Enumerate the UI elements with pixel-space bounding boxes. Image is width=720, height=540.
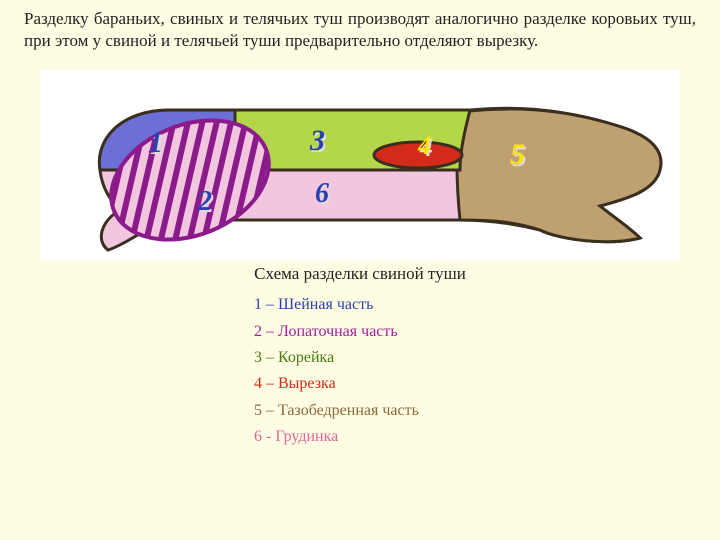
diagram-label: 1 bbox=[148, 126, 163, 159]
diagram-label: 5 bbox=[510, 138, 525, 171]
pig-svg: 112233445566 bbox=[40, 70, 680, 260]
diagram-label: 4 bbox=[417, 131, 431, 160]
legend-item: 1 – Шейная часть bbox=[254, 292, 696, 318]
legend-item: 5 – Тазобедренная часть bbox=[254, 398, 696, 424]
diagram-label: 3 bbox=[309, 124, 325, 157]
legend-item: 6 - Грудинка bbox=[254, 424, 696, 450]
diagram-label: 6 bbox=[315, 178, 329, 209]
region-ham bbox=[457, 109, 661, 242]
legend-item: 4 – Вырезка bbox=[254, 371, 696, 397]
legend-item: 3 – Корейка bbox=[254, 345, 696, 371]
legend: 1 – Шейная часть2 – Лопаточная часть3 – … bbox=[254, 292, 696, 450]
intro-text: Разделку бараньих, свиных и телячьих туш… bbox=[24, 8, 696, 52]
pig-diagram: 112233445566 bbox=[40, 70, 680, 260]
legend-item: 2 – Лопаточная часть bbox=[254, 319, 696, 345]
diagram-caption: Схема разделки свиной туши bbox=[24, 264, 696, 284]
diagram-label: 2 bbox=[197, 186, 212, 217]
